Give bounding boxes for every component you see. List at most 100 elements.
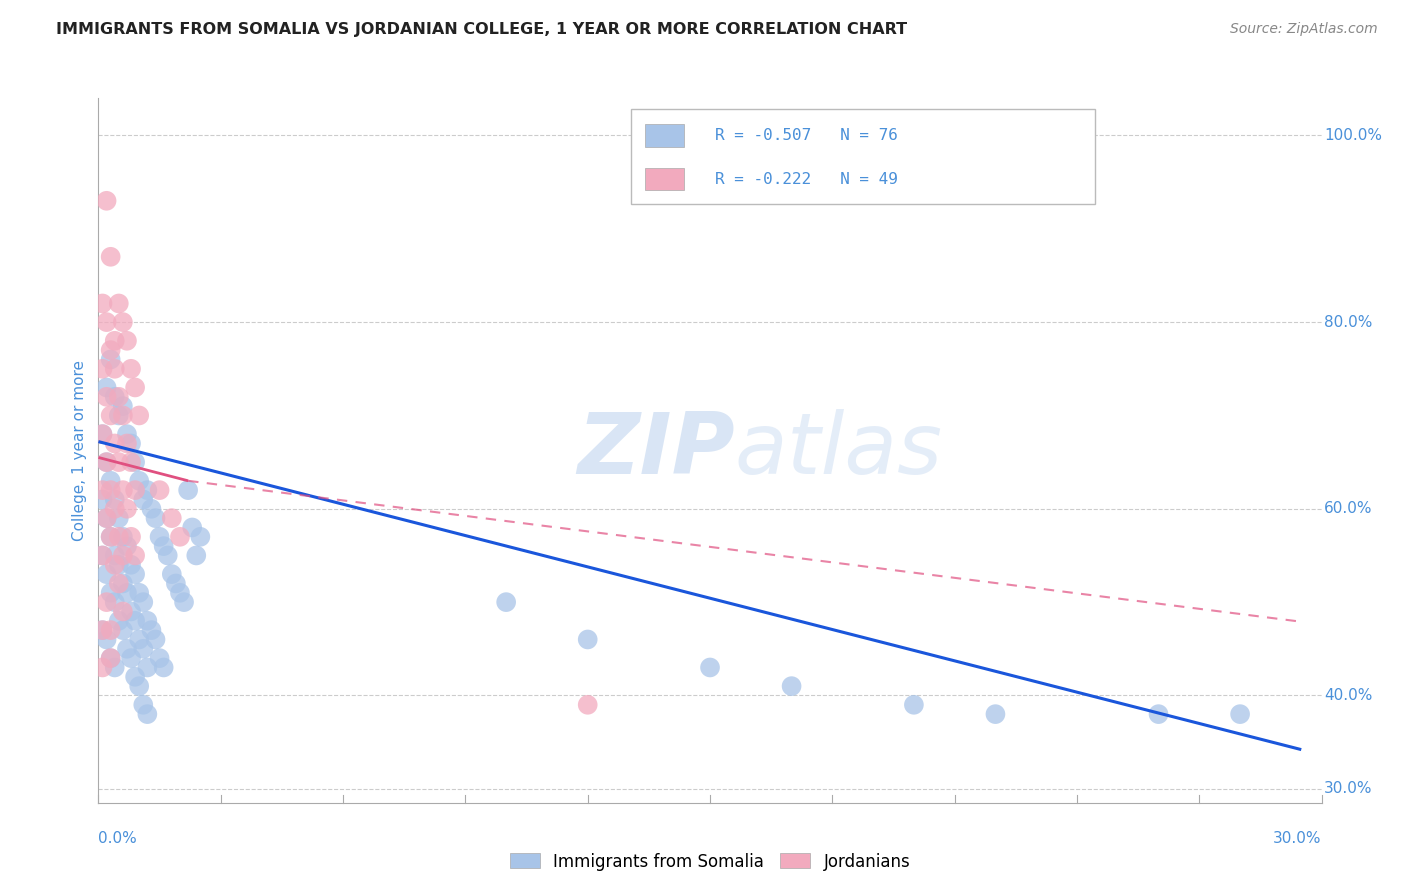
Point: [96, 194, 118, 208]
Point: [100, 530, 122, 544]
Point: [108, 576, 131, 591]
Point: [96, 511, 118, 525]
Point: [149, 530, 172, 544]
Point: [104, 390, 127, 404]
Point: [111, 530, 134, 544]
Point: [96, 315, 118, 329]
Point: [699, 660, 721, 674]
Point: [96, 595, 118, 609]
Point: [169, 586, 191, 600]
Text: Source: ZipAtlas.com: Source: ZipAtlas.com: [1230, 22, 1378, 37]
FancyBboxPatch shape: [645, 168, 685, 190]
Point: [104, 595, 127, 609]
Point: [124, 670, 146, 684]
Text: 80.0%: 80.0%: [1324, 315, 1372, 330]
Point: [132, 698, 155, 712]
Text: R = -0.222   N = 49: R = -0.222 N = 49: [714, 171, 898, 186]
Point: [111, 576, 134, 591]
Point: [96, 567, 118, 582]
Point: [576, 698, 599, 712]
Point: [111, 623, 134, 637]
Point: [1229, 707, 1251, 722]
FancyBboxPatch shape: [630, 109, 1095, 204]
Point: [104, 660, 127, 674]
Point: [124, 380, 146, 394]
Point: [115, 501, 138, 516]
Point: [100, 352, 122, 367]
Point: [96, 455, 118, 469]
Text: 100.0%: 100.0%: [1324, 128, 1382, 143]
Point: [91, 623, 114, 637]
Point: [124, 614, 146, 628]
Point: [136, 707, 159, 722]
Point: [152, 660, 174, 674]
Point: [91, 361, 114, 376]
Point: [495, 595, 517, 609]
Point: [96, 455, 118, 469]
Point: [100, 343, 122, 358]
Point: [149, 651, 172, 665]
Point: [115, 427, 138, 442]
FancyBboxPatch shape: [645, 124, 685, 147]
Point: [136, 660, 159, 674]
Point: [984, 707, 1007, 722]
Point: [115, 436, 138, 450]
Point: [120, 436, 142, 450]
Point: [108, 530, 131, 544]
Point: [188, 530, 212, 544]
Point: [108, 558, 131, 572]
Point: [120, 530, 142, 544]
Point: [108, 614, 131, 628]
Point: [141, 501, 163, 516]
Text: 40.0%: 40.0%: [1324, 688, 1372, 703]
Point: [120, 558, 142, 572]
Point: [128, 474, 150, 488]
Point: [165, 576, 187, 591]
Point: [104, 558, 127, 572]
Point: [100, 409, 122, 423]
Point: [111, 604, 134, 618]
Point: [100, 651, 122, 665]
Point: [108, 390, 131, 404]
Point: [100, 474, 122, 488]
Point: [111, 409, 134, 423]
Point: [132, 492, 155, 507]
Point: [100, 530, 122, 544]
Point: [169, 530, 191, 544]
Point: [111, 315, 134, 329]
Point: [576, 632, 599, 647]
Point: [91, 660, 114, 674]
Point: [111, 399, 134, 413]
Point: [108, 409, 131, 423]
Point: [91, 483, 114, 497]
Point: [186, 549, 208, 563]
Point: [96, 390, 118, 404]
Point: [120, 604, 142, 618]
Point: [181, 520, 204, 534]
Text: 30.0%: 30.0%: [1324, 781, 1372, 797]
Point: [149, 483, 172, 497]
Point: [128, 409, 150, 423]
Point: [111, 549, 134, 563]
Point: [96, 632, 118, 647]
Point: [91, 549, 114, 563]
Point: [128, 679, 150, 693]
Point: [100, 250, 122, 264]
Point: [1147, 707, 1170, 722]
Point: [156, 549, 179, 563]
Text: IMMIGRANTS FROM SOMALIA VS JORDANIAN COLLEGE, 1 YEAR OR MORE CORRELATION CHART: IMMIGRANTS FROM SOMALIA VS JORDANIAN COL…: [56, 22, 907, 37]
Point: [160, 567, 183, 582]
Point: [104, 361, 127, 376]
Point: [104, 334, 127, 348]
Point: [120, 361, 142, 376]
Point: [100, 651, 122, 665]
Point: [100, 623, 122, 637]
Point: [96, 511, 118, 525]
Point: [91, 549, 114, 563]
Point: [115, 539, 138, 553]
Point: [104, 501, 127, 516]
Text: 60.0%: 60.0%: [1324, 501, 1372, 516]
Point: [124, 567, 146, 582]
Point: [124, 549, 146, 563]
Point: [100, 483, 122, 497]
